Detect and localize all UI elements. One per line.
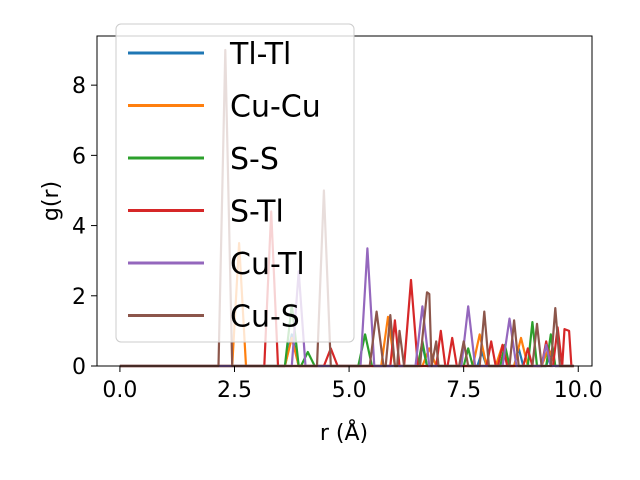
x-tick-label: 5.0 [332,378,367,403]
legend-label: Cu-Cu [230,90,321,125]
x-tick-label: 7.5 [446,378,481,403]
y-tick-label: 4 [72,215,86,240]
legend-label: Cu-Tl [230,247,305,282]
x-axis: 0.0 2.5 5.0 7.5 10.0 [102,366,603,403]
x-tick-label: 0.0 [102,378,137,403]
legend-label: S-S [230,142,279,177]
legend-label: Tl-Tl [229,37,291,72]
y-axis: 0 2 4 6 8 [72,74,97,380]
y-axis-label: g(r) [39,181,64,221]
legend-label: Cu-S [230,300,300,335]
legend-label: S-Tl [230,195,284,230]
x-tick-label: 10.0 [554,378,603,403]
y-tick-label: 2 [72,285,86,310]
y-tick-label: 6 [72,144,86,169]
x-tick-label: 2.5 [217,378,252,403]
y-tick-label: 8 [72,74,86,99]
y-tick-label: 0 [72,355,86,380]
legend: Tl-Tl Cu-Cu S-S S-Tl Cu-Tl Cu-S [115,23,355,343]
x-axis-label: r (Å) [320,419,368,446]
